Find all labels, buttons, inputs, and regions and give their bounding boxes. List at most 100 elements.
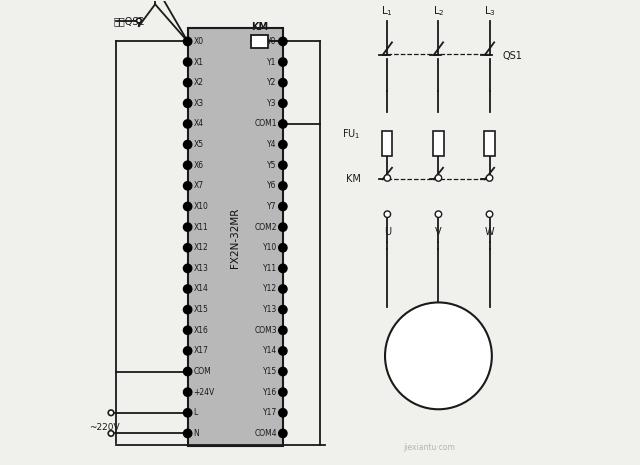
Text: COM: COM <box>194 367 211 376</box>
Text: COM1: COM1 <box>254 120 277 128</box>
Circle shape <box>278 347 287 355</box>
Circle shape <box>278 326 287 334</box>
Circle shape <box>278 99 287 107</box>
Text: Y5: Y5 <box>268 161 277 170</box>
Text: COM4: COM4 <box>254 429 277 438</box>
Circle shape <box>278 140 287 149</box>
Circle shape <box>278 37 287 46</box>
Text: X2: X2 <box>194 78 204 87</box>
Text: X0: X0 <box>194 37 204 46</box>
Circle shape <box>278 202 287 211</box>
Text: L$_3$: L$_3$ <box>484 4 495 18</box>
Text: FX2N-32MR: FX2N-32MR <box>230 207 240 268</box>
Circle shape <box>278 367 287 376</box>
Text: QS1: QS1 <box>502 51 522 61</box>
Circle shape <box>384 175 390 181</box>
Bar <box>188 28 283 446</box>
Circle shape <box>184 140 192 149</box>
Circle shape <box>184 37 192 46</box>
Circle shape <box>108 410 114 416</box>
Text: X3: X3 <box>194 99 204 108</box>
Text: COM3: COM3 <box>254 326 277 335</box>
Bar <box>484 131 495 156</box>
Text: Y2: Y2 <box>268 78 277 87</box>
Circle shape <box>385 302 492 409</box>
Text: M: M <box>431 348 446 363</box>
Circle shape <box>184 244 192 252</box>
Circle shape <box>278 409 287 417</box>
Text: X7: X7 <box>194 181 204 190</box>
Text: X14: X14 <box>194 285 209 293</box>
Text: X16: X16 <box>194 326 209 335</box>
Text: X12: X12 <box>194 243 209 252</box>
Text: Y17: Y17 <box>262 408 277 417</box>
Text: KM: KM <box>251 21 268 32</box>
Text: Y4: Y4 <box>268 140 277 149</box>
Circle shape <box>184 202 192 211</box>
Text: L: L <box>194 408 198 417</box>
Circle shape <box>108 431 114 436</box>
Circle shape <box>486 211 493 218</box>
Circle shape <box>184 264 192 272</box>
Circle shape <box>278 285 287 293</box>
Text: KM: KM <box>346 174 360 184</box>
Circle shape <box>184 182 192 190</box>
Circle shape <box>486 175 493 181</box>
Circle shape <box>278 161 287 169</box>
Circle shape <box>278 223 287 231</box>
Text: +24V: +24V <box>194 388 215 397</box>
Text: L$_1$: L$_1$ <box>381 4 393 18</box>
Circle shape <box>184 388 192 396</box>
Text: 开关QS2: 开关QS2 <box>113 16 145 27</box>
Text: Y7: Y7 <box>268 202 277 211</box>
Circle shape <box>184 99 192 107</box>
Circle shape <box>278 306 287 314</box>
Text: X11: X11 <box>194 223 209 232</box>
Text: Y16: Y16 <box>262 388 277 397</box>
Circle shape <box>184 409 192 417</box>
Circle shape <box>435 211 442 218</box>
Circle shape <box>136 18 141 23</box>
Text: Y6: Y6 <box>268 181 277 190</box>
Circle shape <box>184 347 192 355</box>
Text: N: N <box>194 429 200 438</box>
Circle shape <box>184 285 192 293</box>
Circle shape <box>278 244 287 252</box>
Circle shape <box>184 120 192 128</box>
Text: X13: X13 <box>194 264 209 273</box>
Text: Y15: Y15 <box>262 367 277 376</box>
Circle shape <box>278 429 287 438</box>
Circle shape <box>384 211 390 218</box>
Bar <box>251 35 268 48</box>
Text: jiexiantu·com: jiexiantu·com <box>403 443 455 452</box>
Circle shape <box>278 264 287 272</box>
Circle shape <box>184 161 192 169</box>
Text: FU$_1$: FU$_1$ <box>342 127 360 141</box>
Circle shape <box>278 182 287 190</box>
Bar <box>433 131 444 156</box>
Circle shape <box>184 306 192 314</box>
Circle shape <box>278 120 287 128</box>
Text: X4: X4 <box>194 120 204 128</box>
Circle shape <box>435 175 442 181</box>
Circle shape <box>184 367 192 376</box>
Text: Y11: Y11 <box>262 264 277 273</box>
Text: X6: X6 <box>194 161 204 170</box>
Text: V: V <box>435 227 442 238</box>
Text: W: W <box>484 227 494 238</box>
Text: ~220V: ~220V <box>89 423 119 432</box>
Text: Y14: Y14 <box>262 346 277 355</box>
Circle shape <box>184 58 192 66</box>
Circle shape <box>184 79 192 87</box>
Circle shape <box>278 58 287 66</box>
Text: X1: X1 <box>194 58 204 66</box>
Text: L$_2$: L$_2$ <box>433 4 444 18</box>
Text: Y3: Y3 <box>268 99 277 108</box>
Circle shape <box>278 79 287 87</box>
Circle shape <box>278 388 287 396</box>
Text: Y1: Y1 <box>268 58 277 66</box>
Text: Y12: Y12 <box>262 285 277 293</box>
Circle shape <box>184 429 192 438</box>
Circle shape <box>184 326 192 334</box>
Bar <box>382 131 392 156</box>
